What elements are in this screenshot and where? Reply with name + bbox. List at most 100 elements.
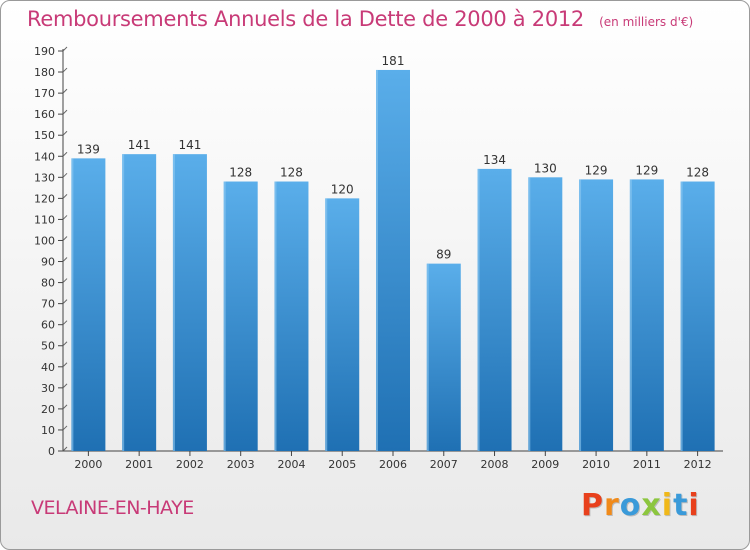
y-tick-hatch xyxy=(62,320,68,326)
y-tick-hatch xyxy=(62,362,68,368)
bar-2007 xyxy=(426,263,461,451)
y-tick-hatch xyxy=(62,88,68,94)
bar-2004 xyxy=(274,181,309,452)
y-tick-label: 130 xyxy=(34,171,55,184)
bar-2000 xyxy=(71,158,106,452)
y-tick-hatch xyxy=(62,67,68,73)
logo-letter: x xyxy=(641,488,662,523)
data-label: 141 xyxy=(178,138,201,152)
bar-2012 xyxy=(680,181,715,452)
title-block: Remboursements Annuels de la Dette de 20… xyxy=(27,7,693,31)
x-tick-label: 2012 xyxy=(684,458,712,471)
y-tick-label: 10 xyxy=(41,424,55,437)
x-tick-label: 2008 xyxy=(481,458,509,471)
bar-highlight xyxy=(376,69,378,452)
y-tick-hatch xyxy=(62,425,68,431)
logo-letter: i xyxy=(661,488,674,523)
data-label: 139 xyxy=(77,142,100,156)
bar-2011 xyxy=(629,179,664,451)
x-tick-label: 2010 xyxy=(582,458,610,471)
data-label: 128 xyxy=(686,166,709,180)
y-tick-label: 190 xyxy=(34,45,55,58)
y-tick-label: 100 xyxy=(34,234,55,247)
y-tick-label: 110 xyxy=(34,213,55,226)
bar-2001 xyxy=(122,154,157,451)
y-tick-hatch xyxy=(62,151,68,157)
y-tick-hatch xyxy=(62,130,68,136)
bar-2005 xyxy=(325,198,360,451)
y-tick-label: 40 xyxy=(41,361,55,374)
data-label: 128 xyxy=(280,166,303,180)
bar-2006 xyxy=(376,69,410,452)
y-tick-hatch xyxy=(62,278,68,283)
y-tick-label: 80 xyxy=(41,277,55,290)
bar-highlight xyxy=(172,154,175,451)
x-tick-label: 2003 xyxy=(227,458,255,471)
y-tick-label: 180 xyxy=(34,66,55,79)
logo-letter: i xyxy=(688,488,700,523)
y-tick-hatch xyxy=(62,46,68,52)
y-tick-label: 50 xyxy=(41,340,55,353)
bar-highlight xyxy=(122,154,125,451)
data-label: 129 xyxy=(635,163,658,177)
y-tick-label: 60 xyxy=(41,319,55,332)
bar-highlight xyxy=(274,181,277,452)
bar-2002 xyxy=(172,154,207,451)
logo-letter: o xyxy=(619,488,642,523)
y-tick-hatch xyxy=(62,194,68,199)
y-tick-label: 120 xyxy=(34,192,55,205)
bar-highlight xyxy=(629,179,632,451)
chart-unit-label: (en milliers d'€) xyxy=(599,15,694,29)
x-tick-label: 2004 xyxy=(277,458,305,471)
y-tick-hatch xyxy=(62,172,68,178)
y-tick-hatch xyxy=(62,446,68,452)
y-tick-hatch xyxy=(62,341,68,347)
data-label: 128 xyxy=(229,166,252,180)
bar-highlight xyxy=(680,181,683,452)
y-tick-hatch xyxy=(62,215,68,220)
data-label: 141 xyxy=(128,138,151,152)
x-tick-label: 2007 xyxy=(430,458,458,471)
bar-highlight xyxy=(579,179,582,451)
bar-2008 xyxy=(477,168,512,452)
proxiti-logo: Proxiti xyxy=(581,488,700,523)
data-label: 129 xyxy=(585,163,608,177)
y-tick-label: 140 xyxy=(34,150,55,163)
x-tick-label: 2002 xyxy=(176,458,204,471)
x-tick-label: 2009 xyxy=(531,458,559,471)
bar-highlight xyxy=(223,181,226,452)
y-tick-label: 160 xyxy=(34,108,55,121)
y-tick-label: 90 xyxy=(41,256,55,269)
commune-name: VELAINE-EN-HAYE xyxy=(31,497,194,519)
y-tick-label: 170 xyxy=(34,87,55,100)
y-tick-hatch xyxy=(62,257,68,262)
data-label: 130 xyxy=(534,161,557,175)
logo-letter: P xyxy=(581,488,604,523)
bar-highlight xyxy=(528,177,531,451)
data-label: 89 xyxy=(436,248,451,262)
bar-highlight xyxy=(71,158,74,452)
bar-highlight xyxy=(426,263,429,451)
chart-title: Remboursements Annuels de la Dette de 20… xyxy=(27,7,584,31)
y-tick-label: 0 xyxy=(48,445,55,458)
y-axis: 0 10 20 30 40 50 60 70 80 90 100 110 120 130 140 150 160… xyxy=(34,45,68,458)
data-label: 134 xyxy=(483,153,506,167)
logo-letter: r xyxy=(604,488,620,523)
bar-highlight xyxy=(477,168,480,452)
logo-letter: t xyxy=(673,488,689,523)
y-tick-label: 150 xyxy=(34,129,55,142)
bar-2003 xyxy=(223,181,258,452)
y-tick-label: 70 xyxy=(41,298,55,311)
y-tick-hatch xyxy=(62,236,68,241)
y-tick-label: 30 xyxy=(41,382,55,395)
y-tick-hatch xyxy=(62,299,68,304)
x-tick-label: 2011 xyxy=(633,458,661,471)
x-axis: 2000 2001 2002 2003 2004 2005 2006 2007 2008 2009… xyxy=(63,450,723,471)
y-tick-hatch xyxy=(62,383,68,389)
bar-2009 xyxy=(528,177,563,451)
y-tick-hatch xyxy=(62,109,68,115)
x-tick-label: 2006 xyxy=(379,458,407,471)
data-label: 120 xyxy=(331,182,354,196)
